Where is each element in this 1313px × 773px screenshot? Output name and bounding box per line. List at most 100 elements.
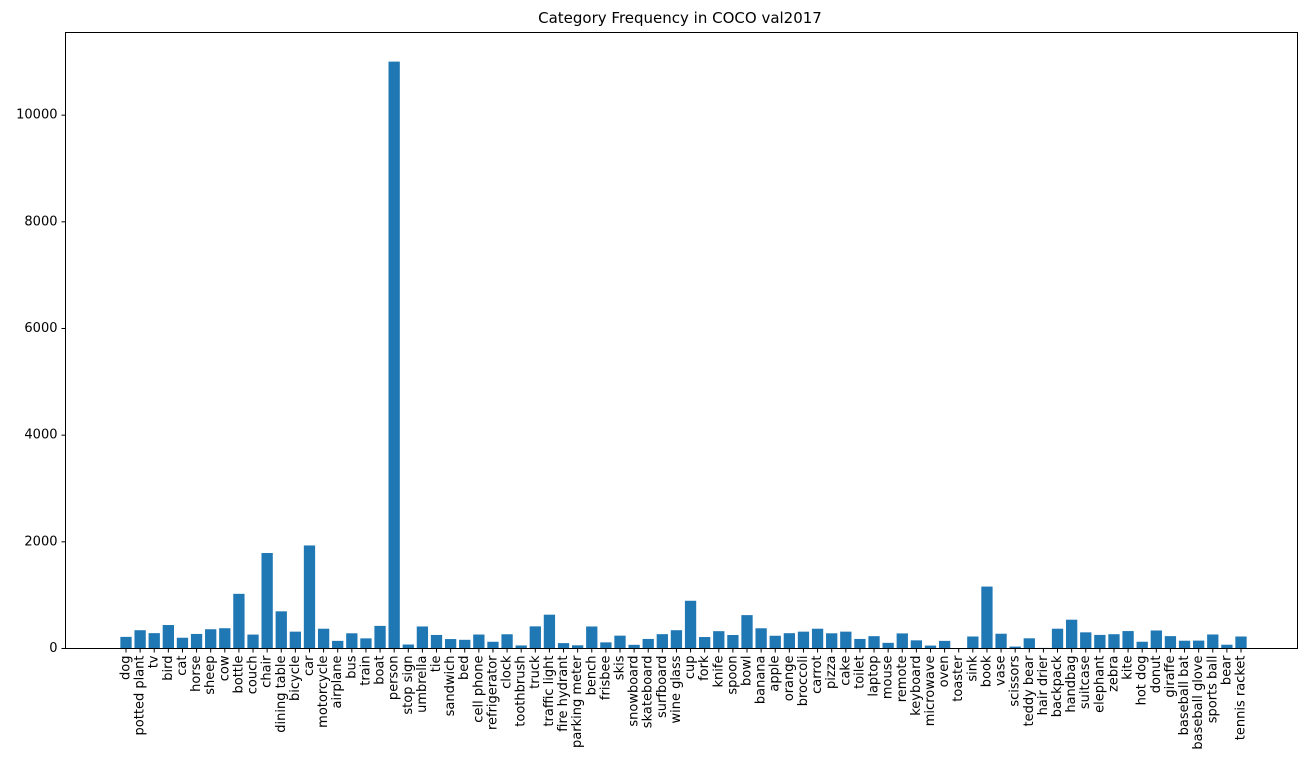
x-tick-label: chair [260,655,275,688]
x-tick-label: backpack [1050,655,1065,717]
x-tick-label: cow [217,655,232,681]
bar-cake [840,632,851,649]
bar-stop-sign [403,645,414,649]
x-tick-label: fork [697,655,712,681]
bar-skis [614,636,625,649]
x-tick-label: frisbee [598,656,613,701]
bar-elephant [1094,635,1105,649]
bar-traffic-light [544,615,555,649]
bar-fire-hydrant [558,643,569,648]
bar-tv [149,633,160,648]
x-tick-label: baseball glove [1191,656,1206,750]
x-tick-label: apple [768,656,783,692]
x-tick-label: hot dog [1135,656,1150,706]
x-tick-label: dining table [274,656,289,733]
x-tick-label: sandwich [443,656,458,717]
x-tick-label: motorcycle [316,656,331,728]
bar-bench [586,626,597,648]
x-tick-label: elephant [1092,656,1107,713]
bar-snowboard [628,645,639,649]
bar-cup [685,601,696,649]
bar-chair [261,553,272,649]
bar-bear [1221,645,1232,649]
bar-pizza [826,633,837,648]
bar-cat [177,638,188,649]
bar-carrot [812,629,823,649]
x-tick-label: potted plant [133,656,148,736]
x-tick-label: bus [344,655,359,678]
bar-dog [120,637,131,649]
bar-motorcycle [318,629,329,649]
bar-umbrella [417,626,428,648]
bar-sink [967,637,978,649]
x-tick-label: handbag [1064,656,1079,713]
x-tick-label: couch [246,656,261,695]
bar-laptop [868,636,879,648]
bar-broccoli [798,632,809,649]
bar-apple [770,636,781,649]
bar-sheep [205,629,216,648]
x-tick-label: cake [838,656,853,686]
bar-toilet [854,639,865,649]
bar-fork [699,637,710,648]
bar-backpack [1052,629,1063,649]
bar-truck [530,626,541,648]
x-tick-label: wine glass [669,655,684,723]
x-tick-label: bicycle [288,656,303,701]
bar-hot-dog [1137,642,1148,649]
bar-mouse [883,643,894,649]
bar-bottle [233,594,244,649]
bar-baseball-bat [1179,641,1190,649]
x-tick-label: bear [1219,655,1234,685]
bar-bus [346,633,357,648]
x-tick-label: suitcase [1078,656,1093,710]
bar-vase [995,634,1006,649]
x-tick-label: toaster [951,655,966,702]
y-tick-label: 6000 [24,321,57,336]
x-tick-label: train [358,656,373,686]
x-tick-label: toothbrush [514,656,529,727]
bar-bed [459,640,470,649]
x-tick-label: tie [429,656,444,673]
bar-banana [755,628,766,648]
bar-sports-ball [1207,634,1218,648]
bars-group [120,62,1246,649]
x-tick-label: snowboard [627,656,642,727]
bar-giraffe [1165,636,1176,648]
x-tick-label: tv [147,655,162,668]
x-tick-label: bowl [740,656,755,686]
x-tick-label: book [979,655,994,687]
bar-boat [374,626,385,649]
x-tick-label: skateboard [641,656,656,729]
bar-donut [1151,630,1162,648]
bar-orange [784,633,795,648]
x-tick-label: cat [175,656,190,676]
bar-surfboard [657,634,668,648]
x-tick-label: pizza [824,656,839,689]
x-tick-label: stop sign [401,656,416,715]
x-tick-label: sink [965,655,980,682]
bar-airplane [332,641,343,649]
bar-remote [897,633,908,648]
x-tick-label: banana [754,656,769,705]
bar-refrigerator [487,642,498,649]
x-tick-label: mouse [881,656,896,700]
x-tick-label: airplane [330,656,345,709]
x-tick-label: traffic light [542,656,557,727]
bar-cow [219,628,230,648]
bar-skateboard [643,639,654,649]
x-tick-label: zebra [1106,656,1121,692]
bar-couch [247,635,258,649]
x-tick-label: car [302,655,317,676]
y-tick-label: 4000 [24,428,57,443]
bar-car [304,545,315,648]
x-tick-label: orange [782,656,797,702]
x-tick-label: bench [584,656,599,696]
chart-title: Category Frequency in COCO val2017 [538,9,822,27]
bar-spoon [727,635,738,648]
x-tick-label: parking meter [570,655,585,748]
bar-frisbee [600,642,611,648]
